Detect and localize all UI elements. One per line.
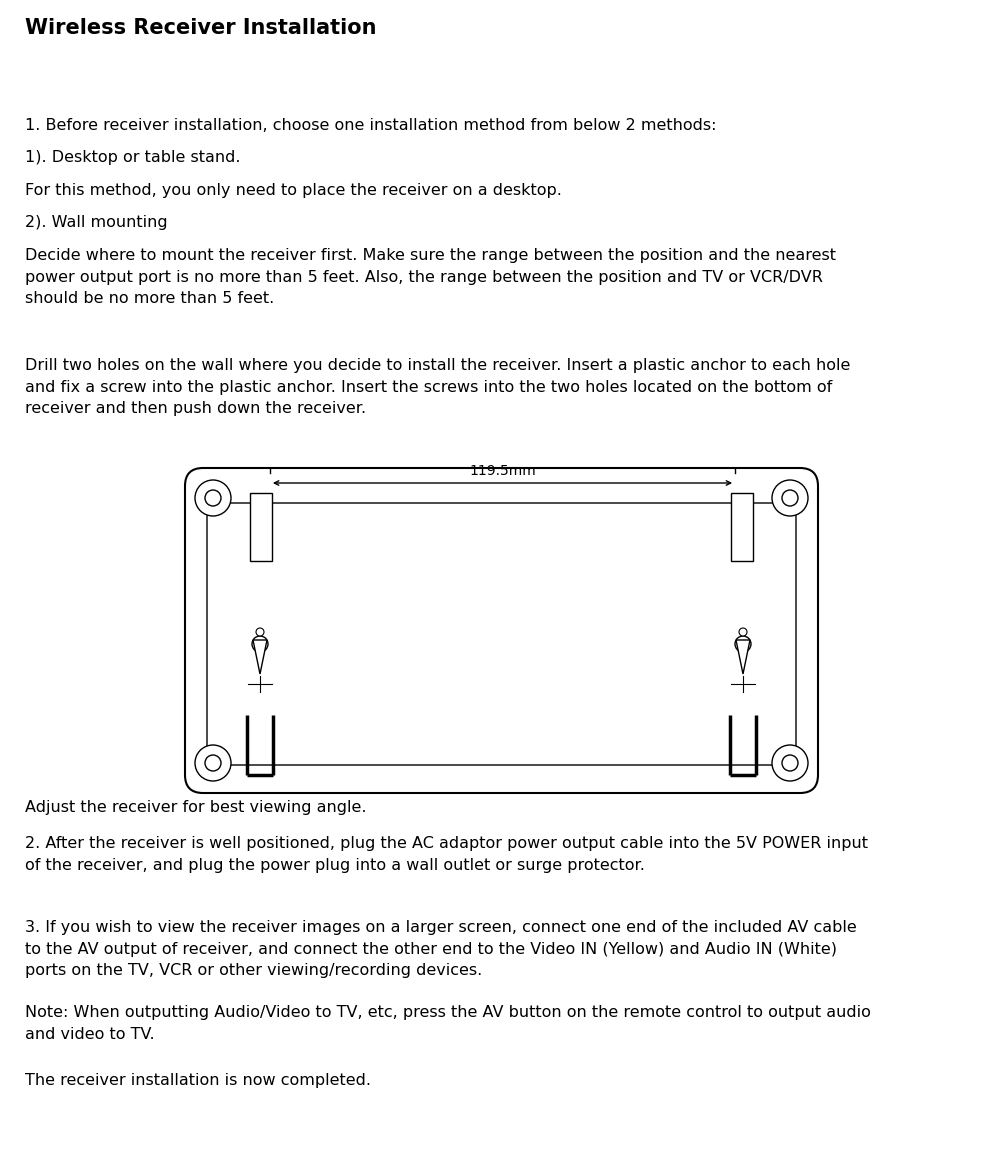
Text: Decide where to mount the receiver first. Make sure the range between the positi: Decide where to mount the receiver first… — [25, 248, 835, 307]
Text: 2. After the receiver is well positioned, plug the AC adaptor power output cable: 2. After the receiver is well positioned… — [25, 835, 868, 873]
Text: 2). Wall mounting: 2). Wall mounting — [25, 215, 168, 230]
Circle shape — [195, 480, 231, 516]
Circle shape — [771, 480, 807, 516]
Circle shape — [252, 636, 268, 652]
Text: 1. Before receiver installation, choose one installation method from below 2 met: 1. Before receiver installation, choose … — [25, 119, 716, 132]
Text: The receiver installation is now completed.: The receiver installation is now complet… — [25, 1073, 371, 1088]
Text: Adjust the receiver for best viewing angle.: Adjust the receiver for best viewing ang… — [25, 799, 366, 815]
Bar — [250, 493, 272, 561]
Text: Drill two holes on the wall where you decide to install the receiver. Insert a p: Drill two holes on the wall where you de… — [25, 358, 850, 416]
Circle shape — [205, 755, 221, 772]
FancyBboxPatch shape — [207, 503, 795, 765]
Polygon shape — [253, 640, 267, 674]
Bar — [730, 493, 752, 561]
Text: 3. If you wish to view the receiver images on a larger screen, connect one end o: 3. If you wish to view the receiver imag… — [25, 920, 856, 978]
Circle shape — [771, 745, 807, 781]
Text: For this method, you only need to place the receiver on a desktop.: For this method, you only need to place … — [25, 182, 562, 198]
Circle shape — [195, 745, 231, 781]
Circle shape — [781, 490, 797, 505]
Text: Wireless Receiver Installation: Wireless Receiver Installation — [25, 17, 376, 38]
Circle shape — [205, 490, 221, 505]
Circle shape — [256, 627, 264, 636]
FancyBboxPatch shape — [185, 468, 817, 792]
Text: Note: When outputting Audio/Video to TV, etc, press the AV button on the remote : Note: When outputting Audio/Video to TV,… — [25, 1005, 871, 1041]
Circle shape — [781, 755, 797, 772]
Polygon shape — [735, 640, 749, 674]
Circle shape — [738, 627, 746, 636]
Text: 119.5mm: 119.5mm — [468, 464, 536, 478]
Text: 1). Desktop or table stand.: 1). Desktop or table stand. — [25, 150, 241, 165]
Circle shape — [734, 636, 750, 652]
